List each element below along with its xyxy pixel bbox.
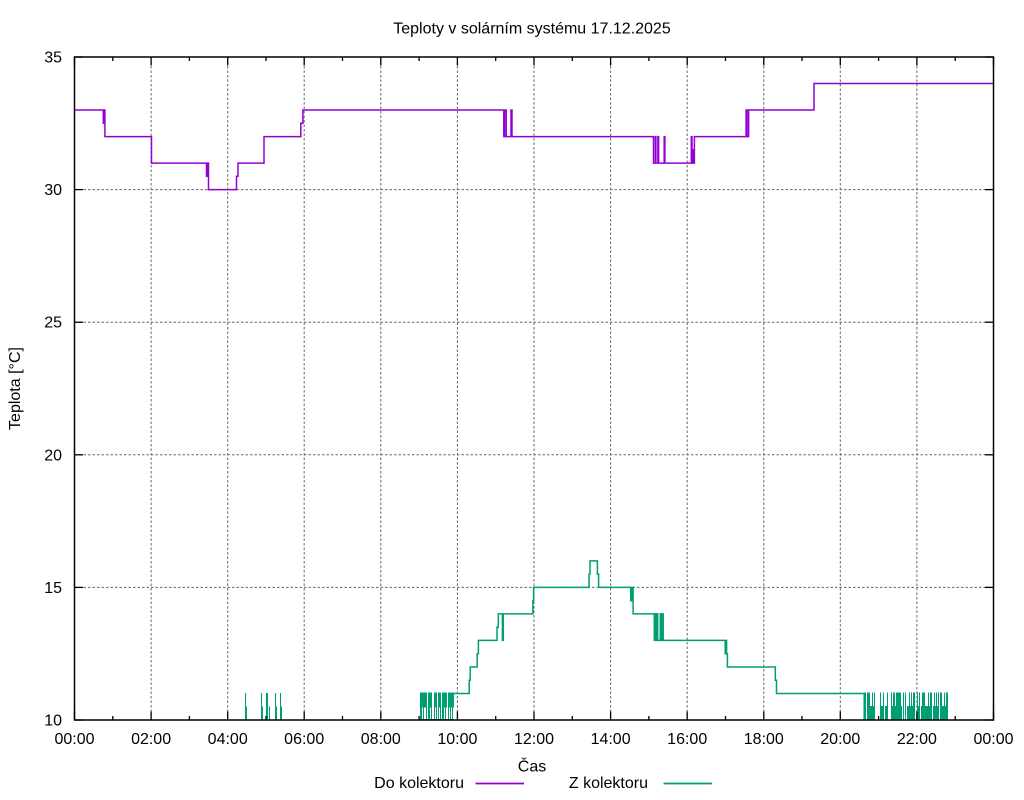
svg-text:14:00: 14:00: [591, 731, 631, 748]
svg-text:06:00: 06:00: [284, 731, 324, 748]
svg-text:15: 15: [44, 580, 62, 597]
svg-text:12:00: 12:00: [514, 731, 554, 748]
svg-text:08:00: 08:00: [361, 731, 401, 748]
svg-text:Do kolektoru: Do kolektoru: [374, 775, 464, 792]
svg-text:Teploty v solárním systému 17.: Teploty v solárním systému 17.12.2025: [393, 21, 671, 38]
svg-text:30: 30: [44, 182, 62, 199]
svg-text:Teplota [°C]: Teplota [°C]: [7, 347, 24, 430]
svg-text:35: 35: [44, 50, 62, 67]
svg-text:20:00: 20:00: [820, 731, 860, 748]
svg-text:04:00: 04:00: [208, 731, 248, 748]
svg-text:20: 20: [44, 447, 62, 464]
svg-text:02:00: 02:00: [131, 731, 171, 748]
svg-text:16:00: 16:00: [667, 731, 707, 748]
svg-text:Čas: Čas: [518, 757, 546, 776]
svg-text:00:00: 00:00: [54, 731, 94, 748]
svg-text:00:00: 00:00: [973, 731, 1013, 748]
svg-text:Z kolektoru: Z kolektoru: [569, 775, 648, 792]
svg-text:22:00: 22:00: [897, 731, 937, 748]
svg-text:10: 10: [44, 713, 62, 730]
svg-text:10:00: 10:00: [437, 731, 477, 748]
svg-text:18:00: 18:00: [744, 731, 784, 748]
svg-text:25: 25: [44, 315, 62, 332]
